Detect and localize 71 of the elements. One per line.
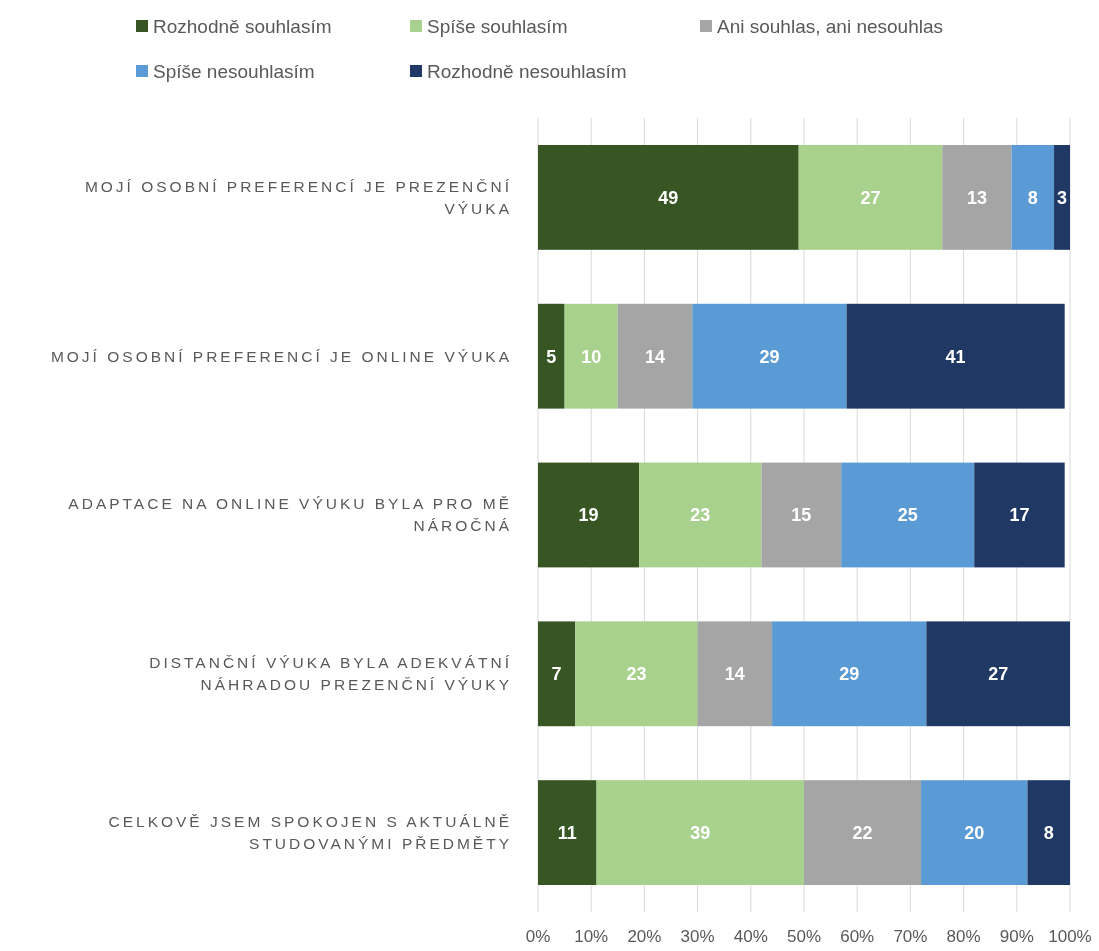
data-label: 15: [791, 505, 812, 526]
data-label: 29: [839, 664, 860, 685]
x-tick-label: 20%: [627, 927, 662, 946]
y-tick-label: MOJÍ OSOBNÍ PREFERENCÍ JE PREZENČNÍ VÝUKA: [84, 177, 512, 217]
data-label: 11: [557, 822, 577, 843]
bar: [974, 462, 1065, 568]
bar: [798, 145, 943, 250]
y-tick-label: ADAPTACE NA ONLINE VÝUKU BYLA PRO MĚ NÁROČNÁ: [68, 495, 512, 535]
x-tick-label: 100%: [1048, 927, 1092, 946]
data-label: 5: [546, 346, 557, 367]
bar: [772, 621, 927, 727]
data-label: 7: [551, 664, 562, 685]
data-label: 27: [860, 187, 881, 208]
data-label: 17: [1009, 505, 1030, 526]
y-tick-label: CELKOVĚ JSEM SPOKOJEN S AKTUÁLNĚ STUDOVANÝMI PŘEDMĚTY: [108, 813, 512, 853]
bar: [926, 621, 1070, 727]
data-label: 8: [1043, 822, 1054, 843]
data-label: 10: [581, 346, 602, 367]
bar: [538, 462, 640, 568]
bar: [596, 780, 804, 885]
legend-label: Spíše souhlasím: [427, 15, 568, 37]
data-label: 49: [658, 187, 679, 208]
bar: [921, 780, 1028, 885]
data-label: 14: [645, 346, 666, 367]
data-label: 23: [690, 505, 711, 526]
data-label: 20: [964, 822, 985, 843]
bar: [846, 303, 1065, 409]
x-tick-label: 10%: [574, 927, 609, 946]
bar: [1054, 145, 1070, 250]
legend-label: Ani souhlas, ani nesouhlas: [717, 15, 944, 37]
y-tick-label: MOJÍ OSOBNÍ PREFERENCÍ JE ONLINE VÝUKA: [50, 347, 512, 365]
bar: [617, 303, 693, 409]
x-tick-label: 90%: [999, 927, 1034, 946]
x-tick-label: 70%: [893, 927, 928, 946]
data-label: 41: [945, 346, 966, 367]
data-label: 27: [988, 664, 1009, 685]
bar: [564, 303, 618, 409]
x-tick-label: 50%: [786, 927, 822, 946]
data-label: 29: [759, 346, 780, 367]
bar: [1011, 145, 1055, 250]
bar: [538, 780, 597, 885]
data-label: 8: [1027, 187, 1038, 208]
bar: [841, 462, 975, 568]
bar: [575, 621, 698, 727]
data-label: 39: [690, 822, 711, 843]
bar: [538, 303, 565, 409]
bar: [1027, 780, 1070, 885]
data-label: 3: [1057, 187, 1068, 208]
x-tick-label: 60%: [840, 927, 875, 946]
bar: [697, 621, 773, 727]
data-label: 22: [852, 822, 873, 843]
data-label: 13: [966, 187, 987, 208]
legend-label: Spíše nesouhlasím: [153, 60, 315, 82]
legend-label: Rozhodně nesouhlasím: [427, 60, 627, 82]
bar: [639, 462, 762, 568]
data-label: 23: [626, 664, 647, 685]
x-tick-label: 0%: [525, 927, 551, 946]
bar: [692, 303, 847, 409]
bar: [538, 621, 576, 727]
data-label: 14: [724, 664, 745, 685]
bar: [804, 780, 922, 885]
x-tick-label: 80%: [946, 927, 981, 946]
y-tick-label: DISTANČNÍ VÝUKA BYLA ADEKVÁTNÍ NÁHRADOU PREZENČNÍ VÝUKY: [149, 654, 512, 694]
legend-label: Rozhodně souhlasím: [153, 15, 332, 37]
bar: [538, 145, 799, 250]
bar: [761, 462, 842, 568]
data-label: 25: [897, 505, 918, 526]
x-tick-label: 30%: [680, 927, 715, 946]
x-tick-label: 40%: [733, 927, 768, 946]
data-label: 19: [578, 505, 599, 526]
bar: [942, 145, 1012, 250]
